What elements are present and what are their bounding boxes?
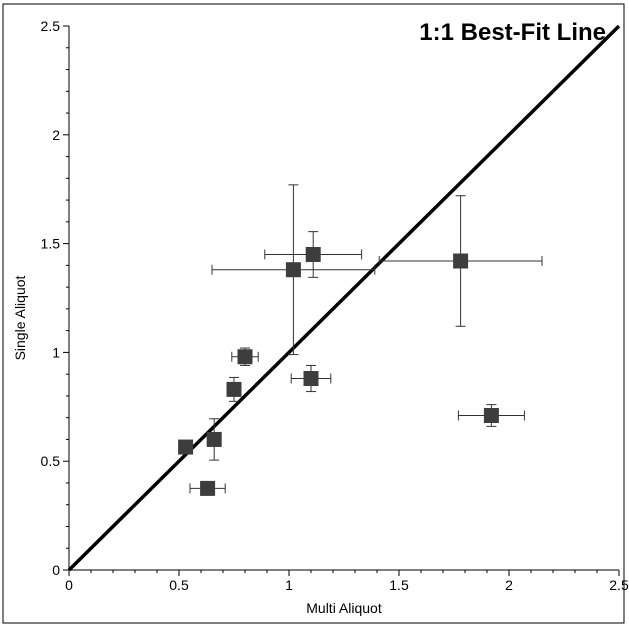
chart-title: 1:1 Best-Fit Line [419,19,606,46]
y-tick-label: 2.5 [41,18,61,34]
data-point [303,371,319,387]
x-tick-label: 2 [505,577,513,593]
data-point [453,253,469,269]
plot-frame [2,3,625,624]
error-bars [180,184,543,494]
y-tick-label: 1.5 [41,236,61,252]
data-point [237,349,253,365]
x-tick-label: 2.5 [609,577,629,593]
reference-line-1-1 [67,24,621,572]
data-point [178,439,194,455]
x-tick-label: 0 [65,577,73,593]
x-tick-label: 1 [285,577,293,593]
y-tick-label: 2 [52,127,60,143]
reference-line-group [67,24,621,572]
y-axis-title: Single Aliquot [12,275,28,360]
axes [63,25,620,576]
x-tick-label: 0.5 [169,577,189,593]
y-tick-label: 0 [52,562,60,578]
x-tick-label: 1.5 [389,577,409,593]
data-point [200,480,216,496]
data-point [483,408,499,424]
tick-labels: 0 0.5 1 1.5 2 2.5 0 0.5 1 1.5 2 2.5 [41,18,629,593]
x-axis-title: Multi Aliquot [306,600,382,616]
data-point [285,262,301,278]
data-points [178,246,499,496]
y-tick-label: 1 [52,344,60,360]
y-tick-label: 0.5 [41,453,61,469]
data-point [206,431,222,447]
data-point [305,246,321,262]
data-point [226,381,242,397]
